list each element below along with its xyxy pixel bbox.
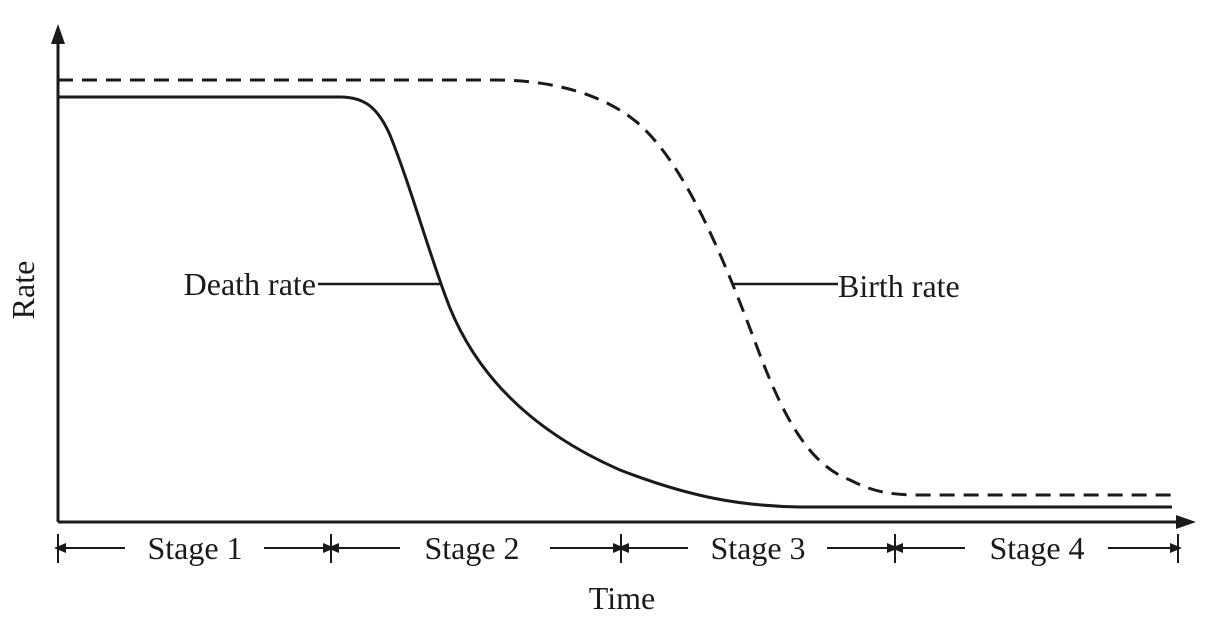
stage-brackets: Stage 1 Stage 2 Stage 3 Stage 4 [54,530,1182,566]
y-axis-label: Rate [5,261,41,320]
y-axis-arrowhead [51,24,65,44]
x-axis-label: Time [589,580,655,616]
stage-3-label: Stage 3 [710,530,805,566]
stage-2-label: Stage 2 [424,530,519,566]
death-rate-curve [58,95,1172,509]
x-axis-arrowhead [1176,515,1196,529]
curves: Death rate Birth rate [58,78,1172,509]
birth-rate-curve [58,78,1172,497]
stage-4-label: Stage 4 [989,530,1084,566]
birth-rate-label: Birth rate [838,268,960,304]
death-rate-label: Death rate [184,266,316,302]
stage-1-label: Stage 1 [147,530,242,566]
axes: Rate Time [5,24,1196,616]
